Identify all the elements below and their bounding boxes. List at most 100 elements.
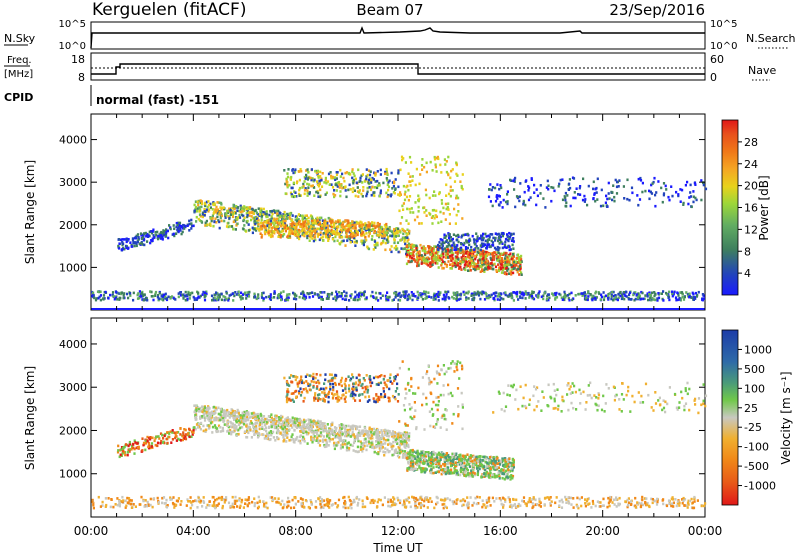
power-mark (333, 231, 336, 234)
power-mark (491, 241, 495, 244)
power-mark (204, 221, 207, 225)
power-mark (373, 243, 376, 247)
power-mark (466, 232, 469, 236)
power-mark (279, 235, 282, 239)
power-mark (451, 262, 454, 266)
power-mark (353, 221, 356, 225)
power-mark (350, 293, 353, 296)
velocity-mark (147, 504, 150, 507)
velocity-mark (611, 501, 614, 504)
power-mark (334, 178, 337, 181)
velocity-mark (398, 501, 402, 505)
power-mark (215, 298, 218, 301)
power-mark (386, 178, 389, 182)
power-mark (216, 295, 219, 299)
power-mark (388, 295, 391, 299)
noise-right-tick-bottom: 10^0 (710, 41, 737, 52)
power-mark (468, 253, 471, 257)
power-mark (523, 190, 526, 194)
power-mark (324, 235, 328, 239)
noise-left-tick-top: 10^5 (59, 19, 86, 30)
velocity-mark (271, 496, 274, 499)
power-mark (584, 293, 587, 296)
power-mark (649, 296, 652, 300)
power-mark (157, 234, 160, 238)
power-mark (253, 216, 256, 219)
power-mark (487, 296, 490, 300)
power-mark (623, 293, 626, 296)
power-mark (243, 216, 246, 219)
power-mark (385, 297, 388, 300)
velocity-mark (91, 498, 94, 502)
power-mark (702, 181, 705, 185)
power-mark (158, 233, 161, 236)
power-mark (668, 290, 671, 294)
power-mark (445, 256, 448, 260)
power-mark (489, 256, 492, 260)
velocity-mark (234, 495, 237, 499)
power-mark (277, 235, 280, 238)
velocity-mark (529, 500, 532, 504)
velocity-mark (580, 496, 583, 499)
power-mark (154, 292, 157, 296)
power-mark (477, 247, 480, 250)
velocity-mark (584, 501, 587, 505)
power-mark (486, 245, 489, 248)
power-mark (555, 296, 558, 299)
power-mark (361, 239, 364, 243)
velocity-mark (668, 502, 671, 506)
velocity-mark (577, 506, 580, 510)
power-mark (188, 229, 191, 232)
power-mark (692, 195, 695, 199)
power-mark (230, 211, 233, 214)
power-mark (420, 257, 423, 260)
power-mark (357, 195, 360, 198)
power-mark (633, 298, 636, 302)
velocity-mark (647, 504, 651, 508)
power-mark (281, 214, 284, 218)
power-mark (330, 223, 333, 226)
power-mark (213, 293, 216, 297)
power-mark (457, 203, 460, 206)
velocity-mark (441, 503, 444, 506)
power-mark (408, 244, 411, 247)
velocity-mark (444, 505, 447, 508)
velocity-mark (474, 496, 477, 500)
power-mark (318, 238, 321, 242)
power-mark (375, 225, 378, 228)
power-mark (220, 298, 223, 302)
power-mark (414, 260, 417, 263)
power-mark (330, 291, 334, 295)
power-mark (560, 296, 563, 300)
velocity-mark (661, 499, 664, 502)
power-mark (292, 171, 295, 175)
power-mark (464, 246, 468, 249)
power-mark (352, 231, 355, 235)
power-mark (167, 295, 170, 299)
power-mark (155, 233, 158, 237)
power-mark (481, 261, 484, 265)
velocity-mark (674, 498, 677, 501)
power-mark (374, 171, 377, 175)
power-mark (209, 222, 212, 225)
power-mark (553, 189, 556, 193)
power-mark (184, 294, 187, 298)
power-mark (450, 169, 453, 173)
power-mark (449, 263, 452, 266)
power-mark (681, 295, 684, 299)
power-mark (338, 235, 341, 239)
power-mark (448, 234, 451, 238)
power-mark (504, 240, 507, 244)
power-mark (445, 265, 448, 268)
power-mark (344, 298, 347, 301)
power-mark (557, 185, 560, 188)
power-mark (491, 267, 494, 271)
power-mark (484, 252, 487, 256)
power-mark (281, 234, 284, 238)
power-mark (611, 191, 614, 194)
power-mark (520, 271, 523, 274)
velocity-mark (291, 433, 294, 436)
power-mark (465, 265, 468, 268)
power-mark (465, 257, 468, 261)
power-mark (649, 190, 652, 194)
